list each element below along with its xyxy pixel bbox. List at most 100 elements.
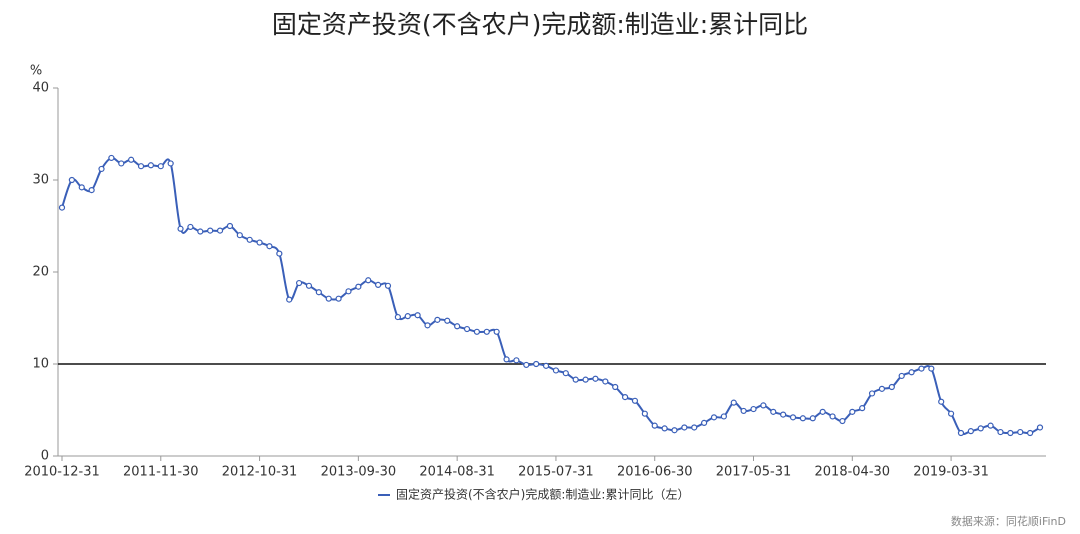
point <box>967 428 974 435</box>
y-tick-label: 20 <box>32 265 49 280</box>
point <box>325 295 332 302</box>
series-line <box>61 156 1041 436</box>
point <box>868 390 876 397</box>
point <box>681 424 688 431</box>
x-tick-label: 2016-06-30 <box>617 465 693 480</box>
point <box>128 156 135 163</box>
point <box>266 243 273 250</box>
point <box>88 187 95 194</box>
point <box>789 414 797 421</box>
point <box>918 365 925 372</box>
point <box>809 415 816 422</box>
x-tick-label: 2015-07-31 <box>518 465 594 480</box>
x-tick-label: 2010-12-31 <box>24 465 100 480</box>
point <box>651 422 658 429</box>
point <box>730 399 737 406</box>
point <box>216 227 224 234</box>
chart-title: 固定资产投资(不含农户)完成额:制造业:累计同比 <box>272 10 808 39</box>
point <box>720 413 727 420</box>
source: 数据来源：同花顺iFinD <box>951 514 1066 528</box>
point <box>276 250 283 257</box>
x-tick-label: 2012-10-31 <box>222 465 298 480</box>
point <box>286 296 293 303</box>
point <box>839 417 846 425</box>
point <box>780 411 787 418</box>
point <box>552 367 560 374</box>
point <box>513 357 520 364</box>
point <box>414 312 421 319</box>
point <box>207 227 214 234</box>
point <box>592 375 599 382</box>
x-tick-label: 2014-08-31 <box>419 465 495 480</box>
point <box>621 394 629 401</box>
x-tick-label: 2019-03-31 <box>913 465 989 480</box>
point <box>582 376 589 383</box>
point <box>463 325 471 333</box>
point <box>612 383 619 391</box>
point <box>908 369 915 376</box>
point <box>177 225 184 232</box>
point <box>226 222 234 230</box>
point <box>1027 429 1034 437</box>
point <box>137 163 145 170</box>
point <box>197 228 204 235</box>
point <box>898 372 905 380</box>
point <box>997 428 1004 436</box>
point <box>661 425 668 432</box>
point <box>750 405 757 413</box>
x-tick-label: 2018-04-30 <box>815 465 891 480</box>
point <box>1036 424 1044 431</box>
point <box>799 415 807 422</box>
point <box>473 328 481 335</box>
point <box>108 154 115 162</box>
y-tick-label: 0 <box>41 449 49 464</box>
x-tick-label: 2013-09-30 <box>321 465 397 480</box>
point <box>819 408 826 415</box>
point <box>641 410 648 417</box>
point <box>859 405 866 412</box>
point <box>542 362 550 369</box>
x-tick-label: 2011-11-30 <box>123 465 199 480</box>
y-tick-label: 10 <box>32 357 49 372</box>
point <box>888 383 895 391</box>
point <box>355 283 362 290</box>
point <box>701 419 708 426</box>
point <box>157 163 164 170</box>
point <box>315 289 322 296</box>
point <box>167 160 174 167</box>
point <box>691 424 698 431</box>
point <box>503 356 510 363</box>
point <box>365 277 372 284</box>
point <box>424 322 431 329</box>
point <box>454 323 461 330</box>
point <box>394 313 401 321</box>
point <box>523 361 530 369</box>
point <box>987 422 994 429</box>
point <box>404 313 411 320</box>
point <box>147 162 155 169</box>
legend-label: 固定资产投资(不含农户)完成额:制造业:累计同比（左） <box>396 487 689 502</box>
point <box>760 402 767 409</box>
point <box>878 385 886 392</box>
point <box>1017 428 1024 436</box>
point <box>68 176 75 184</box>
y-tick-label: 40 <box>32 81 49 96</box>
point <box>947 410 955 417</box>
point <box>78 184 85 191</box>
point <box>256 239 263 246</box>
point <box>829 413 836 420</box>
point <box>384 282 392 289</box>
point <box>562 370 569 377</box>
point <box>58 204 66 211</box>
point <box>602 378 609 385</box>
point <box>98 165 105 173</box>
point <box>295 279 303 287</box>
point <box>493 328 500 335</box>
point <box>572 376 579 383</box>
point <box>533 360 540 368</box>
y-unit: % <box>30 64 42 79</box>
point <box>434 316 441 323</box>
point <box>671 427 678 434</box>
point <box>483 328 490 335</box>
point <box>938 398 945 405</box>
